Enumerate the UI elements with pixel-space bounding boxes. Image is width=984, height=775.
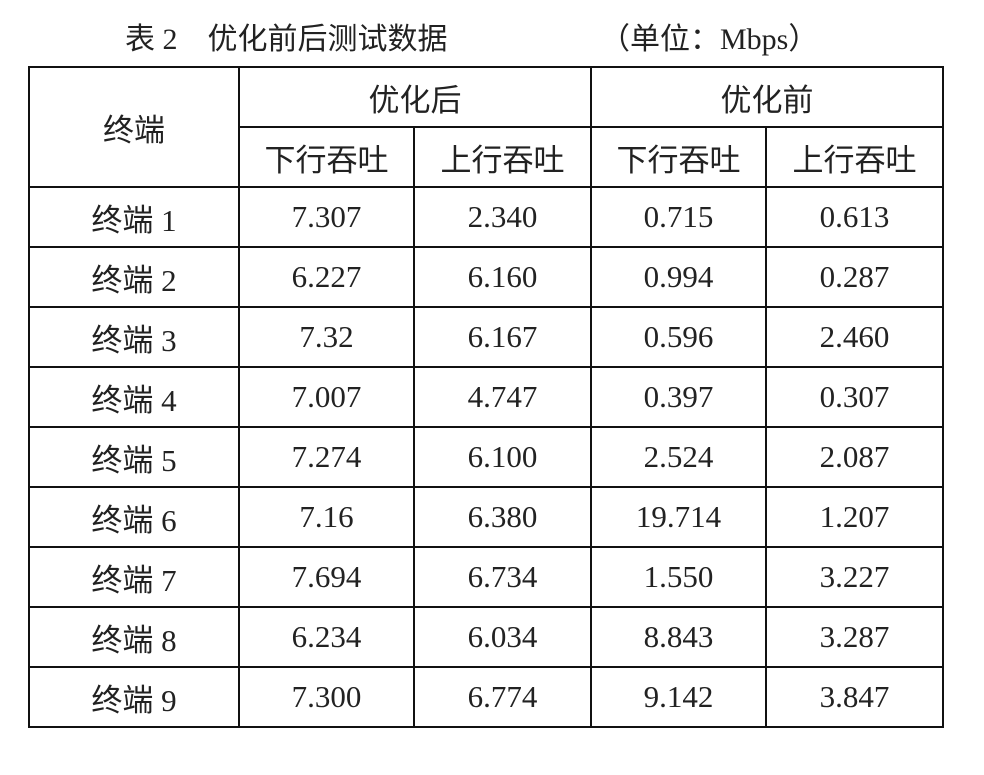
value-cell: 6.234: [238, 606, 415, 668]
row-label: 终端 5: [28, 426, 240, 488]
table-row: 终端 9 7.300 6.774 9.142 3.847: [28, 666, 944, 728]
row-label: 终端 6: [28, 486, 240, 548]
table-row: 终端 优化后 优化前: [28, 66, 944, 188]
value-cell: 7.16: [238, 486, 415, 548]
sub-header: 上行吞吐: [413, 126, 592, 188]
table-row: 终端 4 7.007 4.747 0.397 0.307: [28, 366, 944, 428]
value-cell: 0.596: [590, 306, 767, 368]
table-row: 终端 1 7.307 2.340 0.715 0.613: [28, 186, 944, 248]
value-cell: 7.32: [238, 306, 415, 368]
header-cell: 终端: [28, 66, 240, 188]
value-cell: 7.007: [238, 366, 415, 428]
table-row: 终端 2 6.227 6.160 0.994 0.287: [28, 246, 944, 308]
sub-header: 下行吞吐: [238, 126, 415, 188]
value-cell: 2.524: [590, 426, 767, 488]
row-label: 终端 4: [28, 366, 240, 428]
row-label: 终端 8: [28, 606, 240, 668]
value-cell: 7.274: [238, 426, 415, 488]
value-cell: 0.397: [590, 366, 767, 428]
value-cell: 6.034: [413, 606, 592, 668]
group-header: 优化后: [238, 66, 592, 128]
table-title: 表 2 优化前后测试数据: [125, 23, 448, 56]
value-cell: 3.847: [765, 666, 944, 728]
value-cell: 3.227: [765, 546, 944, 608]
value-cell: 0.715: [590, 186, 767, 248]
value-cell: 7.694: [238, 546, 415, 608]
value-cell: 6.167: [413, 306, 592, 368]
row-label: 终端 1: [28, 186, 240, 248]
table-row: 终端 8 6.234 6.034 8.843 3.287: [28, 606, 944, 668]
sub-header: 下行吞吐: [590, 126, 767, 188]
value-cell: 6.734: [413, 546, 592, 608]
value-cell: 4.747: [413, 366, 592, 428]
value-cell: 19.714: [590, 486, 767, 548]
row-label: 终端 2: [28, 246, 240, 308]
value-cell: 6.380: [413, 486, 592, 548]
sub-header: 上行吞吐: [765, 126, 944, 188]
value-cell: 7.307: [238, 186, 415, 248]
value-cell: 7.300: [238, 666, 415, 728]
value-cell: 9.142: [590, 666, 767, 728]
row-label: 终端 3: [28, 306, 240, 368]
value-cell: 6.774: [413, 666, 592, 728]
value-cell: 6.160: [413, 246, 592, 308]
value-cell: 1.207: [765, 486, 944, 548]
value-cell: 0.307: [765, 366, 944, 428]
row-label: 终端 9: [28, 666, 240, 728]
data-table: 终端 优化后 优化前 下行吞吐 上行吞吐 下行吞吐 上行吞吐 终端 1 7.307 2.340 0.…: [28, 66, 944, 728]
value-cell: 2.087: [765, 426, 944, 488]
value-cell: 6.100: [413, 426, 592, 488]
value-cell: 0.613: [765, 186, 944, 248]
table-row: 终端 5 7.274 6.100 2.524 2.087: [28, 426, 944, 488]
value-cell: 8.843: [590, 606, 767, 668]
table-row: 终端 3 7.32 6.167 0.596 2.460: [28, 306, 944, 368]
table-row: 终端 7 7.694 6.734 1.550 3.227: [28, 546, 944, 608]
row-label: 终端 7: [28, 546, 240, 608]
value-cell: 3.287: [765, 606, 944, 668]
value-cell: 0.994: [590, 246, 767, 308]
value-cell: 6.227: [238, 246, 415, 308]
unit-note: （单位：Mbps）: [600, 23, 819, 56]
value-cell: 1.550: [590, 546, 767, 608]
value-cell: 2.340: [413, 186, 592, 248]
value-cell: 0.287: [765, 246, 944, 308]
group-header: 优化前: [590, 66, 944, 128]
table-row: 终端 6 7.16 6.380 19.714 1.207: [28, 486, 944, 548]
table-row: 下行吞吐 上行吞吐 下行吞吐 上行吞吐: [29, 126, 944, 188]
value-cell: 2.460: [765, 306, 944, 368]
